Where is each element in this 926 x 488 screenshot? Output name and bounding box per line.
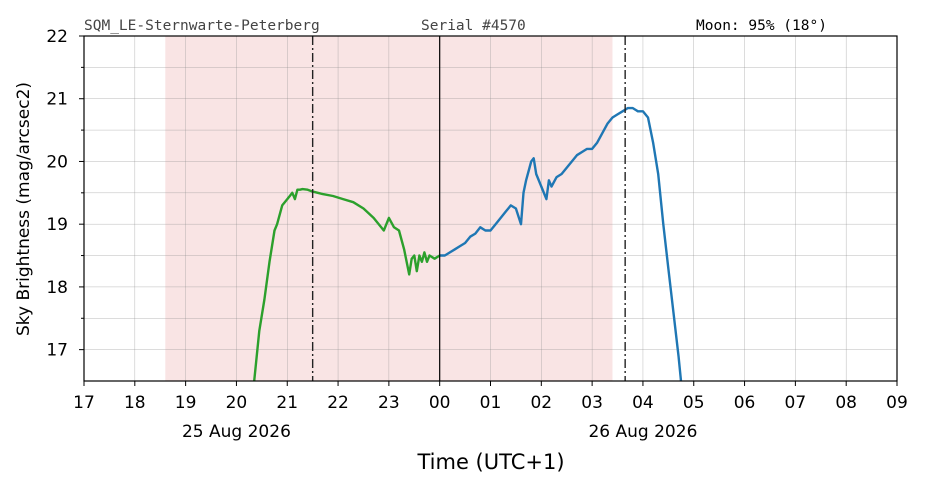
x-tick-label: 04 [632, 393, 654, 413]
x-tick-label: 23 [378, 393, 400, 413]
x-tick-label: 19 [175, 393, 197, 413]
y-tick-label: 22 [46, 27, 68, 47]
series-line-1 [253, 187, 441, 381]
y-tick-label: 18 [46, 278, 68, 298]
station-name: SQM_LE-Sternwarte-Peterberg [84, 18, 320, 34]
x-tick-label: 00 [429, 393, 451, 413]
y-axis-ticks: 17 18 19 20 21 22 [46, 27, 84, 361]
x-axis-ticks: 17 18 19 20 21 22 23 00 01 02 03 04 05 06 07 08 09 [73, 381, 908, 413]
x-tick-label: 17 [73, 393, 95, 413]
moon-info: Moon: 95% (18°) [696, 18, 827, 34]
x-tick-label: 09 [886, 393, 908, 413]
x-tick-label: 08 [835, 393, 857, 413]
x-tick-label: 21 [276, 393, 298, 413]
date-label: 25 Aug 2026 [182, 422, 291, 442]
date-labels: 25 Aug 2026 26 Aug 2026 [182, 422, 697, 442]
x-tick-label: 03 [581, 393, 603, 413]
data-series [253, 106, 683, 381]
x-tick-label: 01 [480, 393, 502, 413]
x-tick-label: 20 [226, 393, 248, 413]
y-tick-label: 17 [46, 341, 68, 361]
y-axis-label: Sky Brightness (mag/arcsec2) [14, 82, 34, 336]
serial-number: Serial #4570 [421, 18, 526, 34]
x-tick-label: 06 [734, 393, 756, 413]
date-label: 26 Aug 2026 [588, 422, 697, 442]
y-tick-label: 20 [46, 152, 68, 172]
x-tick-label: 05 [683, 393, 705, 413]
x-axis-label: Time (UTC+1) [416, 450, 564, 474]
marker-lines [311, 36, 626, 381]
y-tick-label: 21 [46, 90, 68, 110]
x-tick-label: 22 [327, 393, 349, 413]
x-tick-label: 07 [785, 393, 807, 413]
x-tick-label: 18 [124, 393, 146, 413]
series-line-2 [439, 106, 683, 381]
y-tick-label: 19 [46, 215, 68, 235]
x-tick-label: 02 [530, 393, 552, 413]
